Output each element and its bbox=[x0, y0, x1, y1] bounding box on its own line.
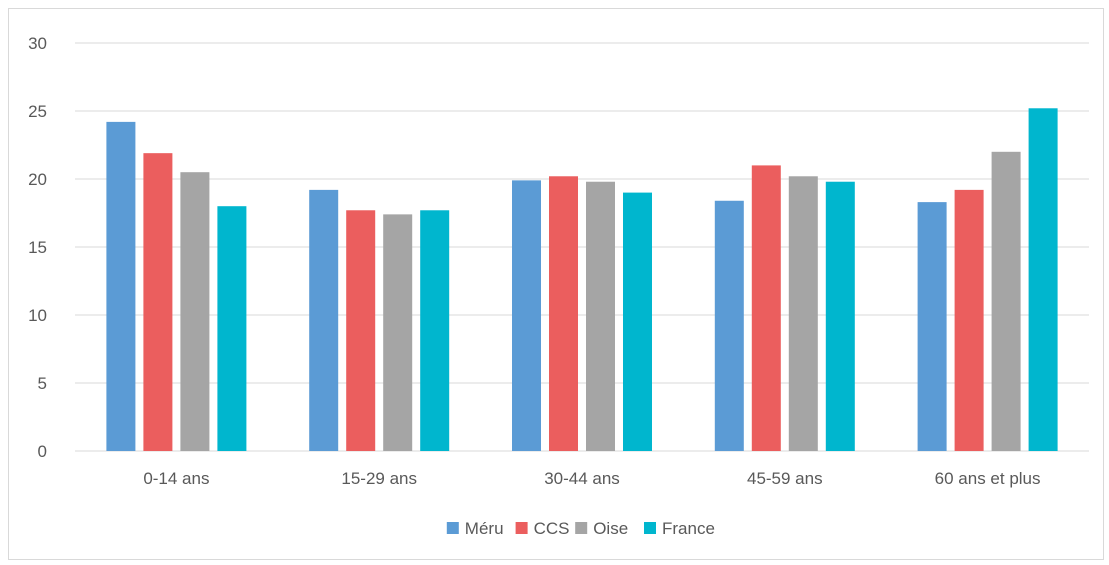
legend-label: Méru bbox=[465, 519, 504, 538]
bar-ccs-1 bbox=[346, 210, 376, 451]
bar-m-ru-0 bbox=[106, 121, 136, 451]
bar-oise-1 bbox=[383, 214, 413, 451]
x-tick-label: 45-59 ans bbox=[747, 469, 823, 488]
bar-france-3 bbox=[825, 181, 855, 451]
x-tick-label: 30-44 ans bbox=[544, 469, 620, 488]
bar-ccs-4 bbox=[954, 189, 984, 451]
y-tick-label: 10 bbox=[28, 306, 47, 325]
legend-label: Oise bbox=[593, 519, 628, 538]
bar-ccs-3 bbox=[751, 165, 781, 451]
legend-label: CCS bbox=[534, 519, 570, 538]
y-tick-label: 5 bbox=[38, 374, 47, 393]
bar-m-ru-2 bbox=[512, 180, 541, 452]
legend-swatch bbox=[575, 522, 588, 534]
bar-france-4 bbox=[1028, 108, 1058, 451]
legend-label: France bbox=[662, 519, 715, 538]
bar-oise-3 bbox=[788, 176, 818, 451]
chart-frame: 0 5 10 15 20 25 30 0-14 ans 15-29 ans 30-44 ans 4… bbox=[8, 8, 1104, 560]
y-tick-label: 20 bbox=[28, 170, 47, 189]
y-axis-ticks: 0 5 10 15 20 25 30 bbox=[28, 34, 47, 461]
legend: Méru CCS Oise France bbox=[446, 519, 715, 538]
legend-swatch bbox=[644, 522, 656, 534]
bar-m-ru-4 bbox=[917, 202, 947, 451]
bars bbox=[106, 108, 1058, 452]
y-tick-label: 30 bbox=[28, 34, 47, 53]
bar-m-ru-3 bbox=[714, 200, 744, 451]
x-tick-label: 60 ans et plus bbox=[935, 469, 1041, 488]
bar-oise-4 bbox=[991, 151, 1021, 452]
x-tick-label: 15-29 ans bbox=[341, 469, 417, 488]
bar-france-2 bbox=[623, 192, 652, 451]
x-axis-ticks: 0-14 ans 15-29 ans 30-44 ans 45-59 ans 60 an… bbox=[143, 469, 1040, 488]
bar-ccs-0 bbox=[143, 153, 173, 451]
bar-oise-2 bbox=[586, 181, 615, 451]
y-tick-label: 0 bbox=[38, 442, 47, 461]
bar-france-0 bbox=[217, 206, 247, 451]
y-tick-label: 15 bbox=[28, 238, 47, 257]
bar-chart: 0 5 10 15 20 25 30 0-14 ans 15-29 ans 30-44 ans 4… bbox=[28, 34, 1089, 538]
legend-swatch bbox=[446, 522, 459, 534]
legend-swatch bbox=[515, 522, 528, 534]
bar-m-ru-1 bbox=[309, 189, 339, 451]
x-tick-label: 0-14 ans bbox=[143, 469, 209, 488]
bar-france-1 bbox=[420, 210, 450, 451]
y-tick-label: 25 bbox=[28, 102, 47, 121]
bar-oise-0 bbox=[180, 172, 210, 451]
bar-ccs-2 bbox=[549, 176, 578, 451]
